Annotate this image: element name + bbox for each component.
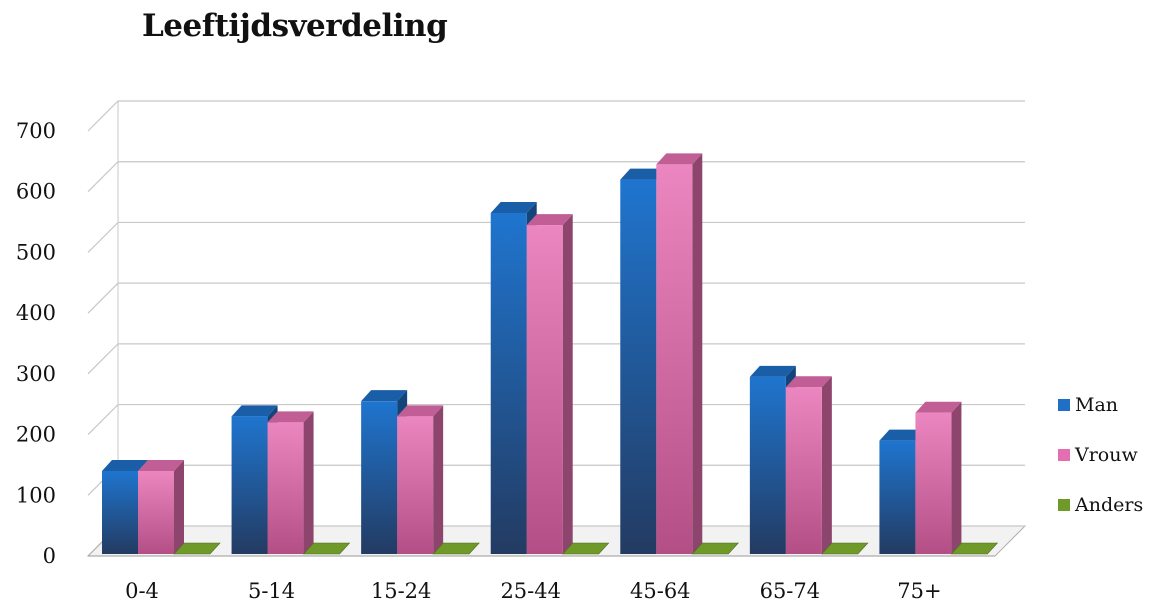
- bar-anders-75+: [950, 542, 999, 555]
- legend-item-man: Man: [1058, 392, 1143, 442]
- y-tick-label: 600: [16, 180, 56, 204]
- chart-legend: Man Vrouw Anders: [1058, 392, 1143, 542]
- x-tick-label: 0-4: [125, 579, 159, 603]
- legend-swatch: [1058, 499, 1070, 511]
- y-tick-label: 300: [16, 362, 56, 386]
- legend-label: Vrouw: [1075, 444, 1138, 466]
- legend-item-anders: Anders: [1058, 492, 1143, 542]
- bar-vrouw-5-14: [267, 411, 314, 554]
- bar-anders-45-64: [691, 542, 739, 555]
- gridline: [87, 161, 1025, 193]
- bar-vrouw-15-24: [397, 405, 444, 554]
- legend-label: Anders: [1075, 494, 1144, 516]
- x-tick-label: 5-14: [248, 579, 295, 603]
- legend-item-vrouw: Vrouw: [1058, 442, 1143, 492]
- y-tick-label: 0: [43, 544, 56, 568]
- bar-vrouw-45-64: [656, 153, 703, 554]
- x-tick-label: 65-74: [760, 579, 821, 603]
- bar-vrouw-0-4: [138, 460, 184, 554]
- y-tick-label: 400: [16, 301, 56, 325]
- chart-title: Leeftijdsverdeling: [142, 8, 448, 44]
- bar-vrouw-25-44: [526, 214, 573, 554]
- bar-anders-0-4: [173, 542, 221, 555]
- y-tick-label: 500: [16, 240, 56, 264]
- y-tick-label: 700: [16, 119, 56, 143]
- x-tick-label: 25-44: [500, 579, 561, 603]
- bar-vrouw-65-74: [785, 376, 832, 554]
- x-tick-label: 75+: [897, 579, 941, 603]
- x-tick-label: 15-24: [371, 579, 432, 603]
- bar-anders-65-74: [821, 542, 869, 555]
- legend-swatch: [1058, 449, 1070, 461]
- bar-anders-15-24: [432, 542, 480, 555]
- gridline: [87, 100, 1025, 132]
- legend-swatch: [1058, 399, 1070, 411]
- y-tick-label: 100: [16, 483, 56, 507]
- legend-label: Man: [1075, 394, 1119, 416]
- bar-vrouw-75+: [915, 401, 962, 554]
- x-tick-label: 45-64: [630, 579, 691, 603]
- bar-anders-25-44: [562, 542, 610, 555]
- y-tick-label: 200: [16, 423, 56, 447]
- bar-anders-5-14: [302, 542, 351, 555]
